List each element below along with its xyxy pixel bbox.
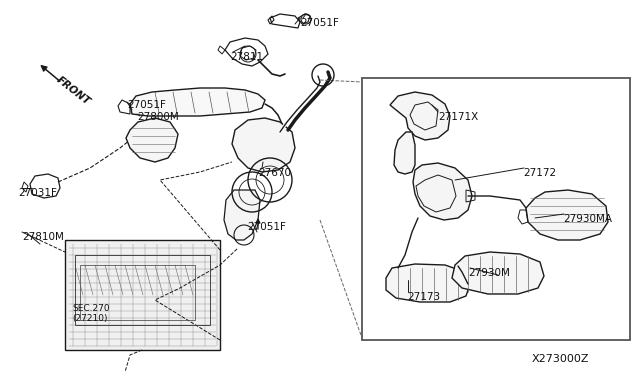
Text: 27811: 27811 (230, 52, 263, 62)
Text: X273000Z: X273000Z (531, 354, 589, 364)
Text: 27051F: 27051F (127, 100, 166, 110)
Text: 27930M: 27930M (468, 268, 510, 278)
Text: 27173: 27173 (407, 292, 440, 302)
Bar (75, 255, 210, 325)
Text: 27171X: 27171X (438, 112, 478, 122)
Text: SEC.270: SEC.270 (72, 304, 109, 313)
Polygon shape (413, 163, 472, 220)
Polygon shape (386, 264, 470, 302)
Text: 27051F: 27051F (247, 222, 286, 232)
Text: FRONT: FRONT (55, 75, 93, 108)
Polygon shape (394, 132, 415, 174)
Text: 27172: 27172 (523, 168, 556, 178)
Text: 27051F: 27051F (300, 18, 339, 28)
Text: 27810M: 27810M (22, 232, 64, 242)
Polygon shape (224, 190, 260, 240)
Polygon shape (130, 88, 265, 116)
Text: (27210): (27210) (72, 314, 108, 323)
Bar (80, 265, 195, 320)
Bar (362, 78, 630, 340)
Text: 27930MA: 27930MA (563, 214, 612, 224)
Polygon shape (390, 92, 450, 140)
Polygon shape (232, 118, 295, 172)
Text: 27031F: 27031F (18, 188, 57, 198)
Text: 27800M: 27800M (137, 112, 179, 122)
Polygon shape (526, 190, 608, 240)
Polygon shape (452, 252, 544, 294)
Bar (65, 240, 220, 350)
Polygon shape (126, 118, 178, 162)
Text: 27670: 27670 (258, 168, 291, 178)
